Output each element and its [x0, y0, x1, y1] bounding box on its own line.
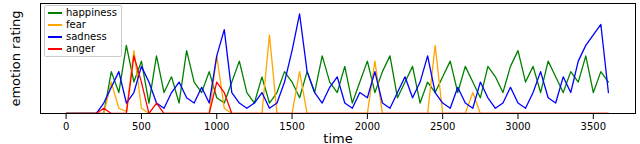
svg-text:1000: 1000: [204, 121, 229, 132]
svg-text:emotion rating: emotion rating: [8, 10, 23, 106]
html-text:sadness: sadness: [66, 31, 107, 42]
svg-text:1500: 1500: [279, 121, 304, 132]
svg-text:3500: 3500: [581, 121, 606, 132]
html-text:fear: fear: [66, 19, 86, 30]
html-text:anger: anger: [66, 43, 96, 54]
svg-text:3000: 3000: [505, 121, 530, 132]
svg-text:0: 0: [63, 121, 69, 132]
svg-text:time: time: [323, 131, 352, 144]
svg-text:2000: 2000: [355, 121, 380, 132]
html-text:happiness: happiness: [66, 7, 117, 18]
svg-text:2500: 2500: [430, 121, 455, 132]
svg-text:500: 500: [132, 121, 151, 132]
